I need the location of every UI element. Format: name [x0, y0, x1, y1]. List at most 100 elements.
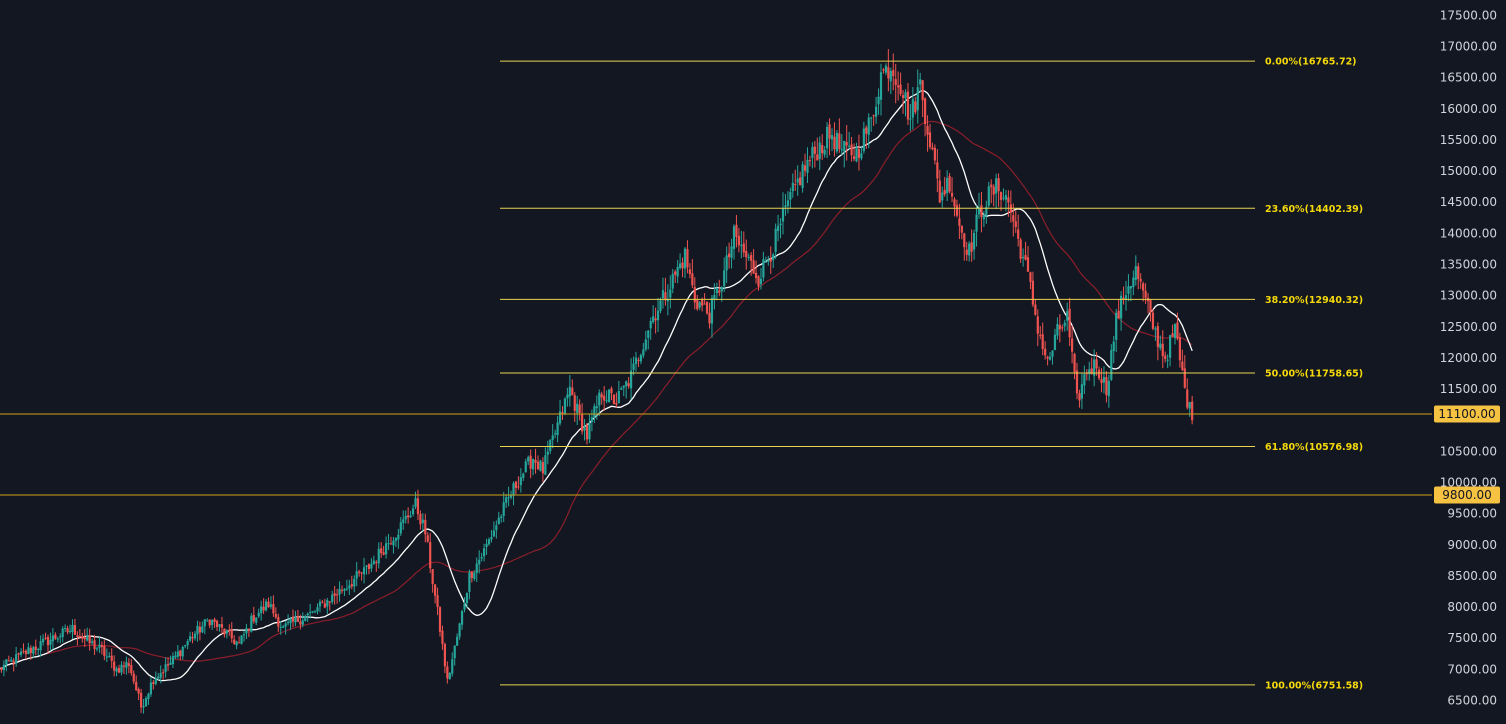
candle-up — [777, 225, 780, 231]
candle-up — [1051, 350, 1054, 357]
candle-up — [598, 392, 601, 406]
candle-down — [1017, 229, 1020, 239]
candle-up — [201, 626, 204, 633]
candle-up — [1129, 286, 1132, 289]
candle-down — [1061, 327, 1064, 329]
candle-up — [588, 423, 591, 440]
candle-up — [362, 567, 366, 575]
candle-down — [686, 249, 689, 268]
candle-down — [1144, 290, 1147, 298]
candle-up — [789, 192, 792, 200]
candle-up — [27, 647, 30, 655]
candle-up — [189, 636, 192, 641]
candle-up — [720, 286, 723, 292]
candle-up — [558, 411, 562, 424]
candle-down — [1100, 379, 1103, 384]
candle-up — [622, 385, 625, 388]
candle-down — [1026, 257, 1030, 272]
candle-up — [867, 117, 870, 135]
y-tick-label: 16000.00 — [1440, 102, 1497, 116]
candle-up — [282, 626, 285, 628]
candle-up — [546, 451, 549, 455]
candle-up — [257, 612, 260, 617]
candle-down — [980, 205, 983, 217]
candle-up — [1107, 380, 1110, 397]
candle-up — [1053, 334, 1057, 351]
candle-up — [385, 543, 388, 555]
candle-up — [147, 693, 150, 700]
candle-down — [696, 300, 699, 310]
candle-down — [470, 571, 473, 579]
candle-down — [610, 388, 613, 394]
candle-up — [490, 537, 493, 540]
candle-up — [355, 571, 358, 579]
y-tick-label: 6500.00 — [1447, 694, 1497, 708]
candle-down — [816, 154, 819, 161]
candle-up — [669, 289, 672, 298]
candle-up — [68, 630, 72, 632]
candle-down — [960, 225, 963, 233]
candle-up — [154, 678, 157, 684]
fib-level-label: 50.00%(11758.65) — [1265, 368, 1363, 379]
candle-up — [365, 565, 368, 567]
candle-down — [833, 136, 836, 150]
candle-up — [784, 205, 787, 208]
fibonacci-retracement[interactable]: 0.00%(16765.72) 23.60%(14402.39) 38.20%(12… — [500, 57, 1363, 692]
candle-up — [458, 623, 461, 637]
candle-up — [630, 370, 633, 389]
candle-up — [377, 548, 380, 564]
candle-down — [745, 250, 748, 258]
candle-down — [1105, 377, 1108, 396]
candle-up — [409, 515, 412, 518]
candle-down — [1164, 355, 1167, 359]
price-axis[interactable]: 17500.00 17000.00 16500.00 16000.00 15500.00… — [1440, 8, 1497, 707]
fib-level-label: 38.20%(12940.32) — [1265, 295, 1363, 306]
candle-down — [1139, 278, 1142, 282]
candle-up — [982, 215, 985, 220]
candle-down — [110, 655, 113, 661]
candle-up — [779, 223, 782, 226]
candle-down — [845, 142, 848, 146]
candle-up — [19, 651, 23, 655]
candle-up — [946, 177, 949, 194]
candle-up — [652, 316, 655, 322]
candle-up — [120, 664, 123, 673]
horizontal-levels[interactable]: 11100.00 9800.00 — [0, 405, 1500, 504]
candle-down — [585, 425, 589, 440]
candle-up — [159, 672, 162, 678]
candle-up — [125, 662, 128, 668]
candle-up — [772, 254, 775, 261]
candle-down — [166, 664, 170, 666]
candle-up — [1124, 295, 1128, 300]
candle-up — [169, 662, 172, 665]
candle-down — [29, 647, 32, 653]
candle-down — [703, 303, 706, 305]
candle-up — [176, 651, 179, 657]
candle-down — [1122, 297, 1125, 300]
candle-down — [358, 571, 361, 573]
candle-down — [262, 606, 265, 611]
candle-up — [519, 477, 522, 486]
candle-up — [502, 502, 505, 516]
candle-down — [573, 395, 576, 411]
candle-up — [590, 417, 593, 422]
candle-up — [64, 627, 67, 629]
candle-down — [1156, 326, 1159, 347]
candle-up — [301, 620, 304, 625]
candle-up — [453, 645, 456, 659]
candle-up — [465, 593, 469, 604]
candle-up — [1022, 256, 1025, 259]
candle-down — [323, 603, 326, 608]
candle-down — [333, 593, 336, 596]
candle-up — [15, 654, 18, 664]
candle-up — [593, 406, 596, 418]
candle-up — [625, 381, 628, 387]
candle-down — [943, 189, 946, 195]
candle-down — [17, 653, 20, 655]
candle-up — [157, 676, 160, 679]
candle-up — [372, 560, 375, 564]
candle-up — [1088, 369, 1091, 375]
candle-up — [730, 246, 733, 258]
candle-up — [1154, 328, 1157, 330]
